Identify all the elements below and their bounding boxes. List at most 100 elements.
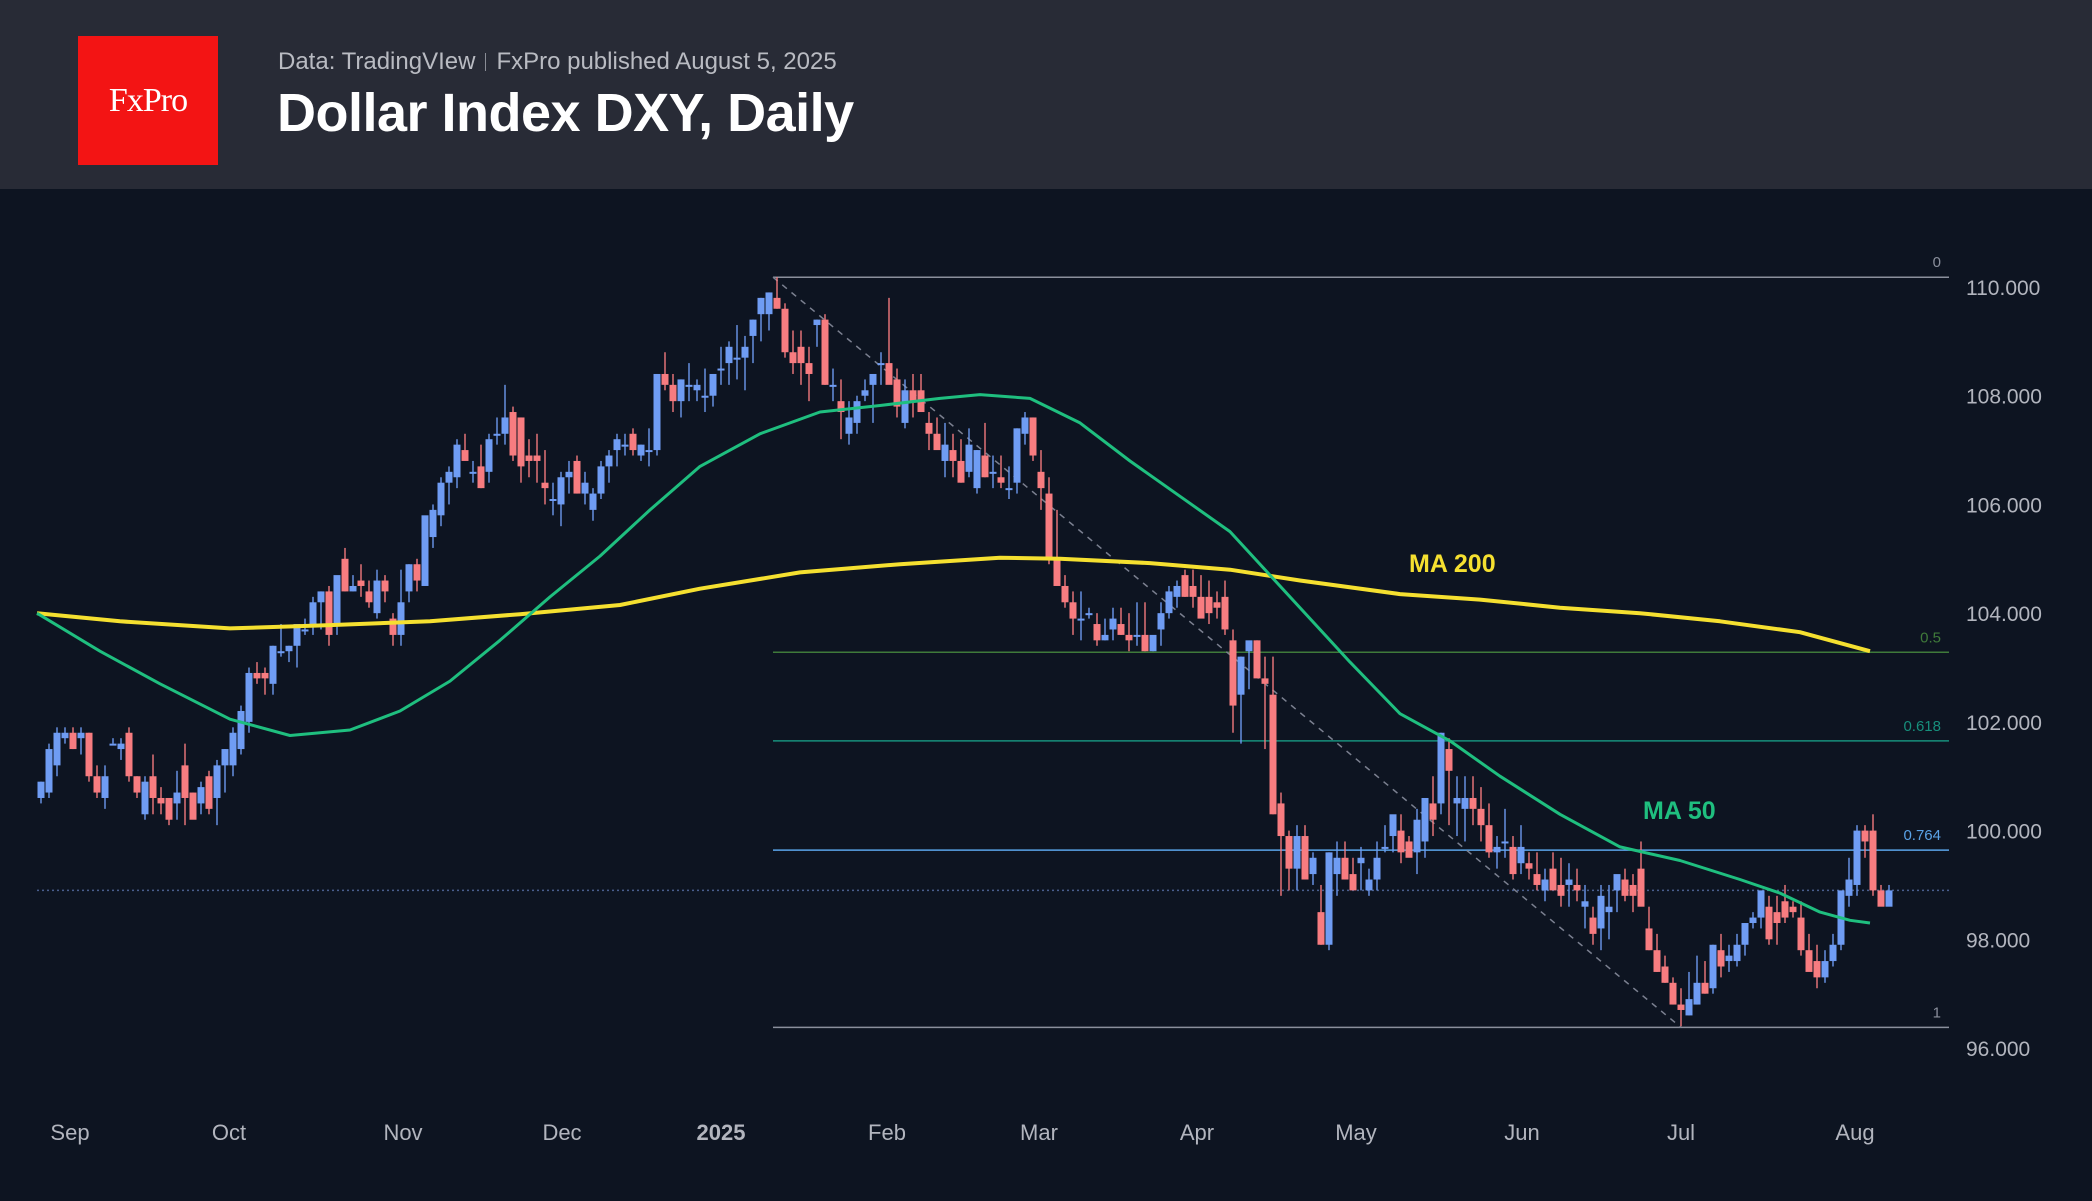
candle — [877, 352, 885, 385]
candle — [1661, 955, 1669, 983]
ma-label: MA 200 — [1409, 550, 1496, 578]
candle — [1093, 613, 1101, 646]
candle — [637, 444, 645, 461]
candle — [1773, 895, 1781, 945]
candle — [1509, 836, 1517, 880]
candle — [1317, 884, 1325, 945]
time-tick-label: Aug — [1835, 1120, 1874, 1145]
candle — [1589, 906, 1597, 945]
candle — [1829, 933, 1837, 967]
candle — [1445, 738, 1453, 826]
candle — [1741, 923, 1749, 956]
candle — [597, 460, 605, 500]
candle — [1541, 868, 1549, 902]
price-tick-label: 100.000 — [1966, 821, 2042, 844]
candle — [1645, 906, 1653, 951]
candle — [1269, 656, 1277, 815]
candle — [1261, 656, 1269, 750]
candle — [1701, 961, 1709, 994]
candle — [717, 346, 725, 385]
candle — [1485, 803, 1493, 858]
time-tick-label: Sep — [50, 1120, 89, 1145]
candle — [157, 787, 165, 815]
candle — [1757, 890, 1765, 929]
candle — [1205, 580, 1213, 625]
candle — [1109, 607, 1117, 641]
candle — [1573, 868, 1581, 902]
candle — [397, 569, 405, 646]
candle — [685, 363, 693, 402]
candle — [109, 738, 117, 746]
candle — [77, 727, 85, 755]
time-axis: Sep Oct Nov Dec 2025 Feb Mar Apr May Jun Jul Aug — [50, 1120, 1874, 1145]
candle — [349, 575, 357, 592]
candle — [1221, 580, 1229, 635]
candle — [869, 373, 877, 423]
candle — [1477, 787, 1485, 842]
candle — [453, 439, 461, 489]
candle — [1533, 852, 1541, 891]
candle — [1437, 732, 1445, 815]
candle — [405, 564, 413, 603]
candle — [485, 433, 493, 483]
candle — [541, 450, 549, 505]
candle — [421, 515, 429, 586]
candle — [237, 705, 245, 755]
candle — [1021, 412, 1029, 445]
candle — [973, 450, 981, 494]
time-tick-label: Jun — [1504, 1120, 1539, 1145]
candle — [1349, 857, 1357, 891]
candle — [725, 341, 733, 385]
candle — [341, 547, 349, 592]
candle — [1157, 602, 1165, 646]
candle — [53, 727, 61, 777]
candle — [917, 373, 925, 413]
candle — [1861, 825, 1869, 858]
candle — [1077, 591, 1085, 641]
candle — [557, 471, 565, 527]
candle — [197, 781, 205, 815]
candle — [1853, 825, 1861, 896]
candle — [1389, 814, 1397, 853]
candle — [501, 384, 509, 445]
candle — [1693, 955, 1701, 1005]
time-tick-label: Nov — [383, 1120, 422, 1145]
candle — [565, 460, 573, 494]
candle — [1005, 466, 1013, 500]
candle — [589, 488, 597, 521]
fib-level-label: 0.618 — [1903, 718, 1941, 735]
candle — [1333, 841, 1341, 896]
candle — [1677, 988, 1685, 1027]
candle — [965, 428, 973, 478]
candle — [1717, 933, 1725, 978]
candle — [981, 422, 989, 478]
candle — [941, 422, 949, 478]
moving-averages — [36, 393, 1871, 925]
candle — [261, 667, 269, 695]
candle — [1821, 950, 1829, 983]
annotations: MA 200 MA 50 — [1409, 550, 1716, 825]
candle — [1253, 640, 1261, 679]
candle — [1413, 808, 1421, 875]
candle — [789, 330, 797, 374]
separator — [485, 53, 487, 71]
candle — [509, 406, 517, 461]
candle — [445, 466, 453, 505]
time-tick-label: 2025 — [697, 1120, 746, 1145]
price-tick-label: 110.000 — [1966, 277, 2040, 300]
candle — [1037, 450, 1045, 510]
chart-area: 0 0.5 0.618 0.764 1 110.000 108.000 106.000 104… — [0, 189, 2092, 1196]
candle — [253, 662, 261, 684]
candle — [1813, 944, 1821, 989]
candle — [1549, 852, 1557, 891]
candle — [893, 368, 901, 418]
data-source: Data: TradingVIew — [278, 48, 476, 75]
candle — [309, 596, 317, 635]
candle — [781, 303, 789, 358]
candle — [1197, 575, 1205, 619]
candle — [653, 373, 661, 456]
candle — [1605, 884, 1613, 940]
candle — [1461, 776, 1469, 842]
candle — [293, 624, 301, 668]
candle — [149, 754, 157, 815]
